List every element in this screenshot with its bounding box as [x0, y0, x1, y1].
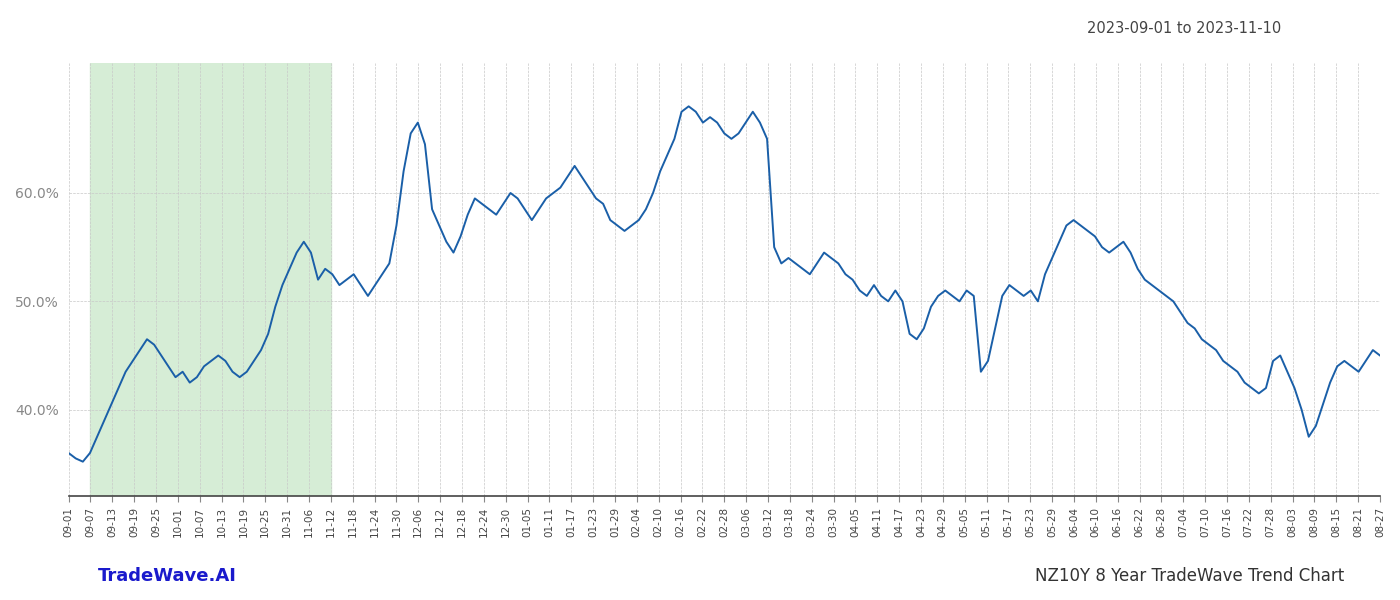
Text: NZ10Y 8 Year TradeWave Trend Chart: NZ10Y 8 Year TradeWave Trend Chart [1035, 567, 1344, 585]
Text: TradeWave.AI: TradeWave.AI [98, 567, 237, 585]
Bar [91, 63, 330, 496]
Text: 2023-09-01 to 2023-11-10: 2023-09-01 to 2023-11-10 [1086, 21, 1281, 36]
